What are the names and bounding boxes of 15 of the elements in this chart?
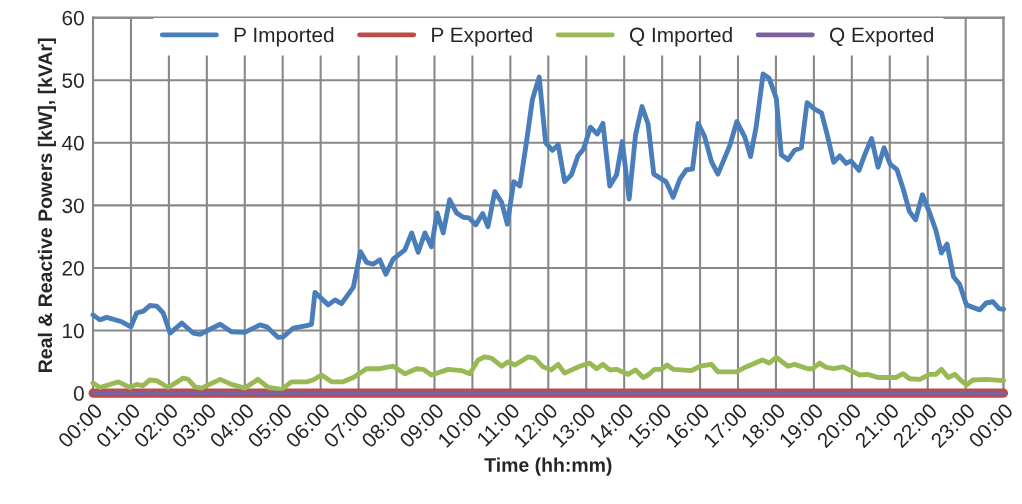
- y-tick-label: 50: [62, 73, 84, 88]
- legend-label: P Imported: [234, 27, 334, 47]
- y-tick-label: 10: [63, 323, 84, 339]
- legend-label: Q Imported: [629, 27, 732, 47]
- x-axis-title: Time (hh:mm): [484, 457, 612, 476]
- y-axis-title: Real & Reactive Powers [kW], [kVAr]: [37, 38, 56, 372]
- legend-label: P Exported: [432, 27, 532, 47]
- legend-label: Q Exported: [829, 27, 934, 47]
- y-tick-label: 40: [61, 135, 84, 151]
- line-series: [90, 71, 1007, 340]
- line-series: [90, 354, 1007, 392]
- y-tick-label: 30: [62, 198, 84, 214]
- y-tick-label: 60: [62, 10, 84, 26]
- y-tick-label: 0: [73, 386, 84, 401]
- y-tick-label: 20: [62, 260, 84, 276]
